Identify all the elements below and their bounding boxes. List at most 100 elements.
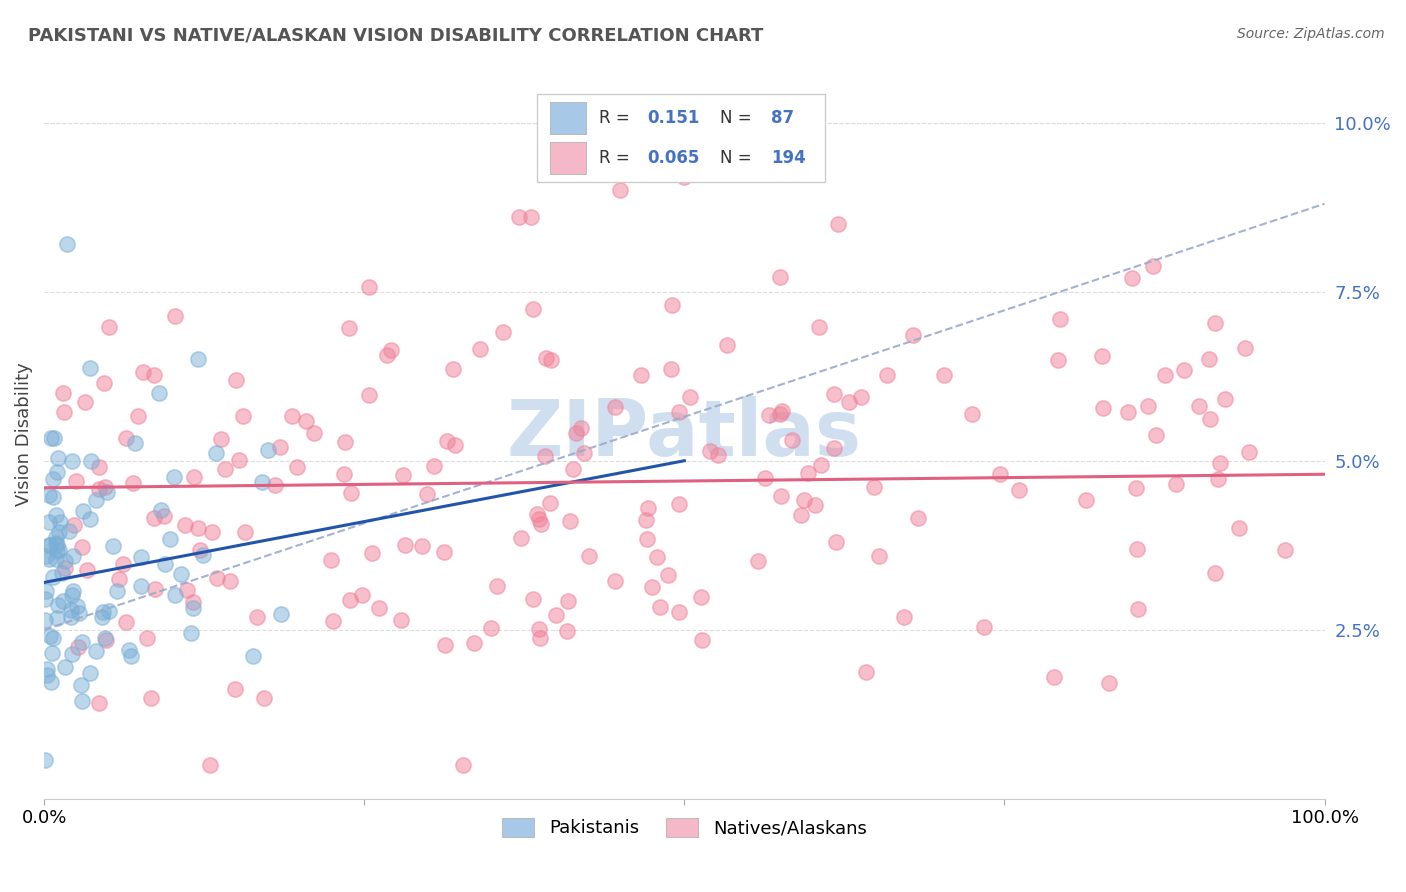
Point (124, 436, 146, 450)
Point (58, 524, 80, 538)
Point (357, 280, 380, 294)
Point (333, 434, 356, 449)
Point (73, 395, 96, 409)
Point (1043, 670, 1066, 684)
Point (322, 614, 344, 628)
Point (34, 613, 56, 627)
Point (1213, 392, 1236, 406)
Point (198, 758, 221, 772)
Point (129, 579, 152, 593)
Point (253, 690, 276, 705)
Point (758, 408, 780, 422)
Point (38, 552, 60, 566)
Point (863, 480, 886, 494)
Point (84, 493, 107, 508)
Point (200, 524, 222, 539)
Point (51, 566, 73, 581)
Text: 0.151: 0.151 (647, 109, 700, 127)
Point (1074, 492, 1097, 507)
Point (115, 431, 138, 445)
Point (893, 610, 915, 624)
Point (1173, 363, 1195, 377)
Point (45, 551, 67, 566)
Point (529, 631, 551, 645)
Point (233, 525, 256, 540)
Point (673, 169, 696, 184)
Point (668, 497, 690, 511)
Point (433, 545, 456, 559)
Point (769, 489, 792, 503)
Point (42, 570, 65, 584)
Point (45, 508, 67, 522)
Point (1049, 311, 1071, 326)
Point (1142, 259, 1164, 273)
Point (38, 515, 60, 529)
Point (332, 467, 354, 482)
Point (661, 298, 683, 312)
Point (295, 414, 318, 428)
Point (41, 675, 63, 690)
Point (534, 351, 557, 366)
Point (70, 635, 93, 649)
Point (62, 583, 84, 598)
Point (96, 484, 118, 499)
Point (1091, 350, 1114, 364)
Point (79, 511, 101, 525)
Point (42, 472, 65, 486)
Point (529, 512, 551, 526)
Point (65, 475, 87, 489)
Point (1128, 601, 1150, 615)
Point (361, 546, 384, 560)
Point (45, 536, 67, 550)
Point (103, 539, 125, 553)
Point (668, 605, 690, 619)
Text: 194: 194 (772, 149, 806, 167)
Point (690, 591, 713, 605)
Point (609, 183, 631, 197)
Point (1164, 477, 1187, 491)
Point (337, 321, 360, 335)
Point (173, 517, 195, 532)
Point (647, 550, 669, 565)
Point (962, 407, 984, 421)
Point (205, 571, 228, 585)
Point (257, 443, 280, 458)
Point (578, 549, 600, 564)
Point (827, 217, 849, 231)
Point (76, 562, 98, 576)
Point (508, 210, 530, 224)
Point (932, 368, 955, 383)
Point (1188, 399, 1211, 413)
Point (707, 448, 730, 462)
Point (659, 362, 682, 376)
Point (142, 511, 165, 525)
Point (451, 758, 474, 772)
Point (988, 467, 1011, 481)
Point (44, 431, 66, 445)
Point (389, 613, 412, 627)
Point (38, 539, 60, 553)
Point (823, 442, 845, 456)
Point (232, 409, 254, 423)
Point (557, 593, 579, 607)
Point (72, 504, 94, 518)
Point (281, 409, 304, 424)
Point (67, 606, 90, 620)
Point (193, 548, 215, 562)
Text: N =: N = (720, 109, 756, 127)
Point (87, 696, 110, 710)
Legend: Pakistanis, Natives/Alaskans: Pakistanis, Natives/Alaskans (495, 811, 875, 845)
Point (115, 615, 138, 630)
Point (224, 681, 246, 696)
Point (690, 633, 713, 648)
Point (42, 490, 65, 504)
Point (558, 514, 581, 528)
Point (90, 610, 112, 624)
Point (63, 518, 86, 533)
Point (747, 554, 769, 568)
Point (868, 549, 890, 564)
Point (901, 328, 924, 343)
Point (141, 690, 163, 705)
Point (108, 572, 131, 586)
Point (1204, 316, 1226, 330)
